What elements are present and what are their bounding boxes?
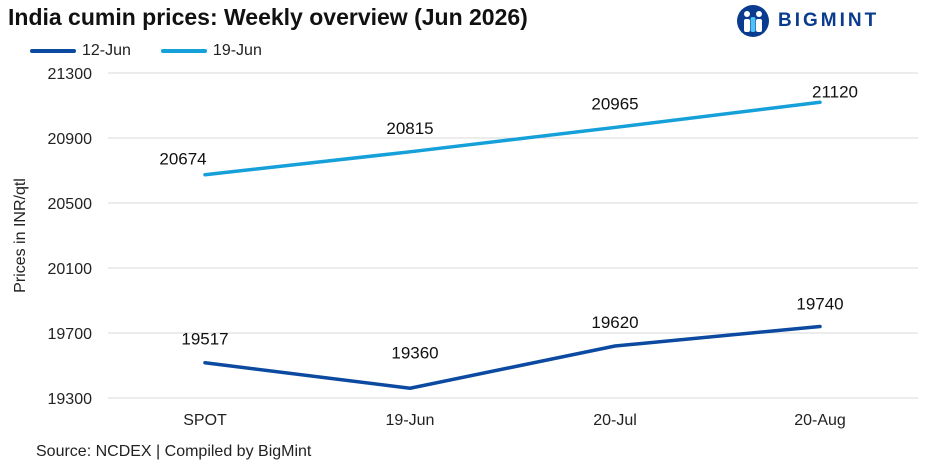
x-tick-label: 19-Jun <box>386 412 435 429</box>
y-tick-label: 21300 <box>48 66 93 83</box>
bigmint-logo-icon <box>737 5 769 37</box>
x-tick-label: 20-Jul <box>593 412 637 429</box>
legend-swatch-19jun <box>160 49 207 53</box>
data-label: 20674 <box>159 150 206 169</box>
legend-swatch-12jun <box>30 49 76 53</box>
y-axis-label: Prices in INR/qtl <box>12 178 29 293</box>
y-tick-label: 19700 <box>48 326 93 343</box>
chart-legend: 12-Jun 19-Jun <box>30 42 292 60</box>
data-label: 20815 <box>386 119 433 138</box>
brand-name: BIGMINT <box>778 10 880 31</box>
x-tick-label: SPOT <box>183 412 227 429</box>
y-tick-label: 20500 <box>48 196 93 213</box>
y-tick-label: 20900 <box>48 131 93 148</box>
data-label: 21120 <box>812 82 858 101</box>
series-line-12-Jun <box>203 324 822 390</box>
legend-label-19jun: 19-Jun <box>212 42 262 59</box>
series-line-19-Jun <box>203 100 822 177</box>
legend-label-12jun: 12-Jun <box>82 42 131 59</box>
line-chart: 19300 19700 20100 20500 20900 21300 SPOT 19-Jun… <box>12 66 918 429</box>
data-label: 19360 <box>391 343 438 362</box>
brand-logo: BIGMINT <box>736 4 879 38</box>
y-tick-label: 20100 <box>48 261 93 278</box>
data-label: 19740 <box>796 295 843 314</box>
y-tick-label: 19300 <box>48 391 93 408</box>
legend-item-12jun: 12-Jun <box>30 42 131 60</box>
data-label: 19620 <box>591 313 638 332</box>
chart-title: India cumin prices: Weekly overview (Jun… <box>8 4 528 30</box>
legend-item-19jun: 19-Jun <box>160 42 262 60</box>
source-note: Source: NCDEX | Compiled by BigMint <box>36 443 312 460</box>
data-label: 19517 <box>181 330 228 349</box>
x-tick-label: 20-Aug <box>794 412 846 429</box>
data-label: 20965 <box>591 94 638 113</box>
